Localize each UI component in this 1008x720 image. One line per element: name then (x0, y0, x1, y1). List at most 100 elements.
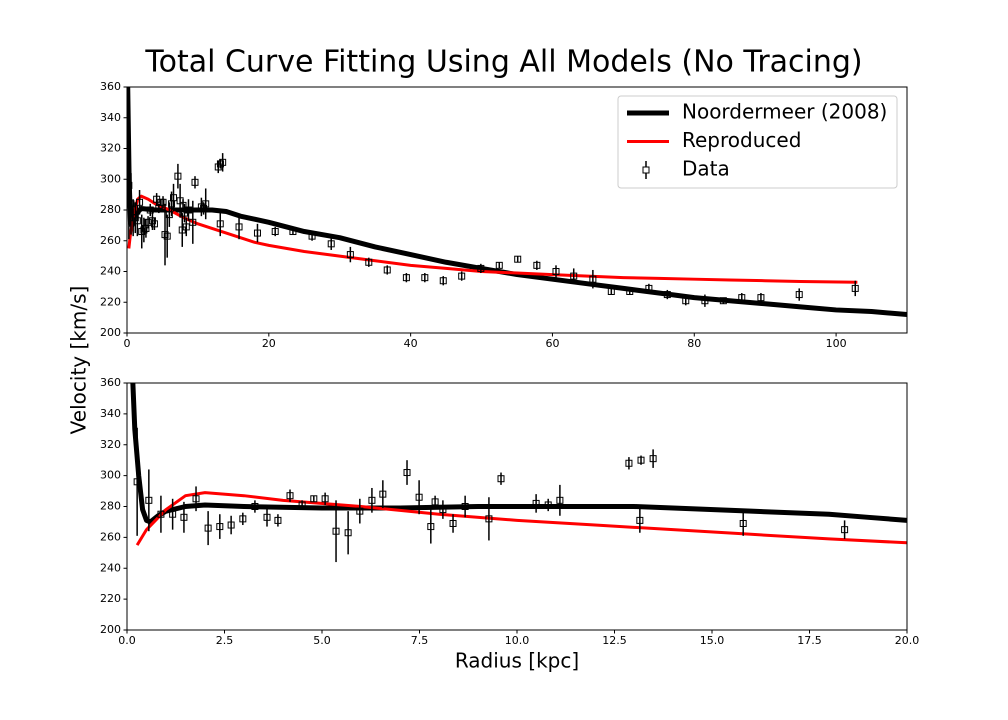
data-point (544, 501, 552, 509)
curve-line (130, 383, 907, 525)
data-point (286, 492, 294, 500)
data-point (253, 229, 261, 237)
legend-label: Noordermeer (2008) (682, 100, 887, 124)
x-tick-label: 20.0 (895, 634, 920, 647)
data-point (636, 516, 644, 524)
data-point (308, 232, 316, 240)
legend: Noordermeer (2008) Reproduced Data (617, 95, 898, 189)
data-point (216, 160, 224, 168)
data-point (368, 496, 376, 504)
data-point (165, 211, 173, 219)
data-point (189, 218, 197, 226)
data-point (682, 297, 690, 305)
data-point (298, 501, 306, 509)
data-point (421, 274, 429, 282)
data-point (532, 499, 540, 507)
data-point (163, 232, 171, 240)
legend-label: Data (682, 157, 730, 181)
data-point (645, 284, 653, 292)
x-tick-label: 10.0 (505, 634, 530, 647)
data-point (310, 495, 318, 503)
y-tick-label: 260 (100, 530, 121, 543)
y-tick-label: 340 (100, 111, 121, 124)
data-point (184, 206, 192, 214)
data-point (146, 206, 154, 214)
chart-title: Total Curve Fitting Using All Models (No… (144, 45, 862, 80)
data-point (719, 297, 727, 305)
data-point (150, 220, 158, 228)
y-tick-label: 320 (100, 438, 121, 451)
data-point (356, 507, 364, 515)
x-tick-label: 7.5 (411, 634, 429, 647)
data-point (795, 291, 803, 299)
data-point (346, 251, 354, 259)
data-point (239, 515, 247, 523)
data-point (145, 496, 153, 504)
data-point (235, 223, 243, 231)
data-point (439, 506, 447, 514)
data-point (556, 496, 564, 504)
data-point (477, 264, 485, 272)
data-point (127, 200, 135, 208)
data-point (851, 284, 859, 292)
data-point (365, 258, 373, 266)
data-point (140, 226, 148, 234)
data-point (289, 228, 297, 236)
y-axis-label: Velocity [km/s] (67, 286, 91, 435)
x-tick-label: 60 (545, 337, 559, 350)
legend-frame (617, 95, 898, 189)
data-point (216, 523, 224, 531)
data-point (274, 516, 282, 524)
data-point (403, 469, 411, 477)
data-point (327, 240, 335, 248)
data-point (739, 519, 747, 527)
data-point (159, 198, 167, 206)
data-point (344, 529, 352, 537)
data-point (202, 200, 210, 208)
data-point (439, 277, 447, 285)
y-tick-label: 360 (100, 80, 121, 93)
data-point (637, 456, 645, 464)
data-point (263, 513, 271, 521)
data-point (649, 455, 657, 463)
y-tick-label: 220 (100, 295, 121, 308)
data-point (415, 493, 423, 501)
y-tick-label: 280 (100, 203, 121, 216)
data-point (216, 220, 224, 228)
y-tick-label: 200 (100, 326, 121, 339)
data-point (514, 255, 522, 263)
x-tick-label: 17.5 (797, 634, 822, 647)
y-tick-label: 240 (100, 265, 121, 278)
x-tick-label: 100 (826, 337, 847, 350)
y-tick-label: 240 (100, 561, 121, 574)
legend-label: Reproduced (682, 128, 801, 152)
data-point (191, 178, 199, 186)
data-point (738, 294, 746, 302)
x-tick-label: 0.0 (118, 634, 136, 647)
data-point (552, 268, 560, 275)
x-tick-label: 40 (404, 337, 418, 350)
data-point (427, 523, 435, 531)
data-point (321, 495, 329, 503)
x-tick-label: 12.5 (602, 634, 627, 647)
x-axis-label: Radius [kpc] (455, 649, 579, 673)
data-point (607, 287, 615, 295)
curve-line (127, 194, 858, 284)
data-point (663, 291, 671, 299)
data-point (701, 297, 709, 305)
data-point (182, 223, 190, 231)
data-point (179, 201, 187, 209)
y-tick-label: 200 (100, 623, 121, 636)
data-point (757, 294, 765, 302)
x-tick-label: 5.0 (313, 634, 331, 647)
x-tick-label: 2.5 (216, 634, 234, 647)
data-point (251, 503, 259, 510)
data-point (570, 272, 578, 280)
x-tick-label: 80 (687, 337, 701, 350)
data-point (431, 498, 439, 506)
data-point (461, 503, 469, 510)
data-point (161, 231, 169, 239)
data-point (589, 275, 597, 283)
data-point (174, 172, 182, 180)
